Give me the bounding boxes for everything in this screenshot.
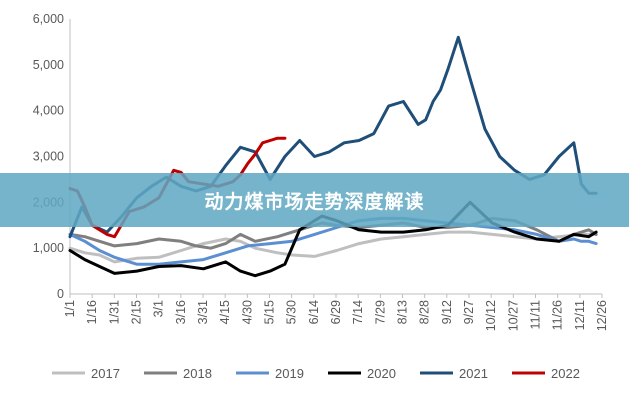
x-tick-label: 1/1 bbox=[63, 300, 77, 317]
x-tick-label: 6/29 bbox=[329, 300, 343, 324]
x-tick-label: 10/27 bbox=[506, 300, 520, 331]
x-tick-label: 8/28 bbox=[418, 300, 432, 324]
x-tick-label: 2/15 bbox=[130, 300, 144, 324]
x-tick-label: 9/27 bbox=[462, 300, 476, 324]
x-tick-label: 12/26 bbox=[595, 300, 609, 331]
x-tick-label: 1/31 bbox=[107, 300, 121, 324]
x-tick-label: 5/15 bbox=[263, 300, 277, 324]
legend-label-2018: 2018 bbox=[183, 366, 212, 381]
x-tick-label: 4/15 bbox=[218, 300, 232, 324]
banner-title: 动力煤市场走势深度解读 bbox=[204, 190, 425, 213]
x-tick-label: 3/1 bbox=[152, 300, 166, 317]
x-tick-label: 1/16 bbox=[85, 300, 99, 324]
x-tick-label: 4/30 bbox=[240, 300, 254, 324]
x-tick-label: 3/31 bbox=[196, 300, 210, 324]
x-tick-label: 11/26 bbox=[551, 300, 565, 330]
y-tick-label: 0 bbox=[57, 287, 64, 301]
x-tick-label: 6/14 bbox=[307, 300, 321, 324]
y-tick-label: 6,000 bbox=[33, 12, 64, 26]
y-tick-label: 4,000 bbox=[33, 104, 64, 118]
legend-label-2020: 2020 bbox=[367, 366, 396, 381]
legend-label-2022: 2022 bbox=[551, 366, 580, 381]
series-line-2022 bbox=[68, 136, 287, 239]
x-tick-label: 9/12 bbox=[440, 300, 454, 324]
x-tick-label: 3/16 bbox=[174, 300, 188, 324]
series-line-2017 bbox=[68, 230, 598, 264]
y-tick-label: 5,000 bbox=[33, 58, 64, 72]
legend-label-2017: 2017 bbox=[91, 366, 120, 381]
x-tick-label: 7/14 bbox=[351, 300, 365, 324]
x-tick-label: 5/30 bbox=[285, 300, 299, 324]
x-tick-label: 10/12 bbox=[484, 300, 498, 331]
x-tick-label: 12/11 bbox=[573, 300, 587, 330]
x-tick-label: 8/13 bbox=[396, 300, 410, 324]
legend-label-2019: 2019 bbox=[275, 366, 304, 381]
title-banner: 动力煤市场走势深度解读 bbox=[0, 173, 629, 227]
y-tick-label: 3,000 bbox=[33, 150, 64, 164]
legend-label-2021: 2021 bbox=[459, 366, 488, 381]
x-tick-label: 7/29 bbox=[373, 300, 387, 324]
y-tick-label: 1,000 bbox=[33, 241, 64, 255]
x-tick-label: 11/11 bbox=[529, 300, 543, 329]
